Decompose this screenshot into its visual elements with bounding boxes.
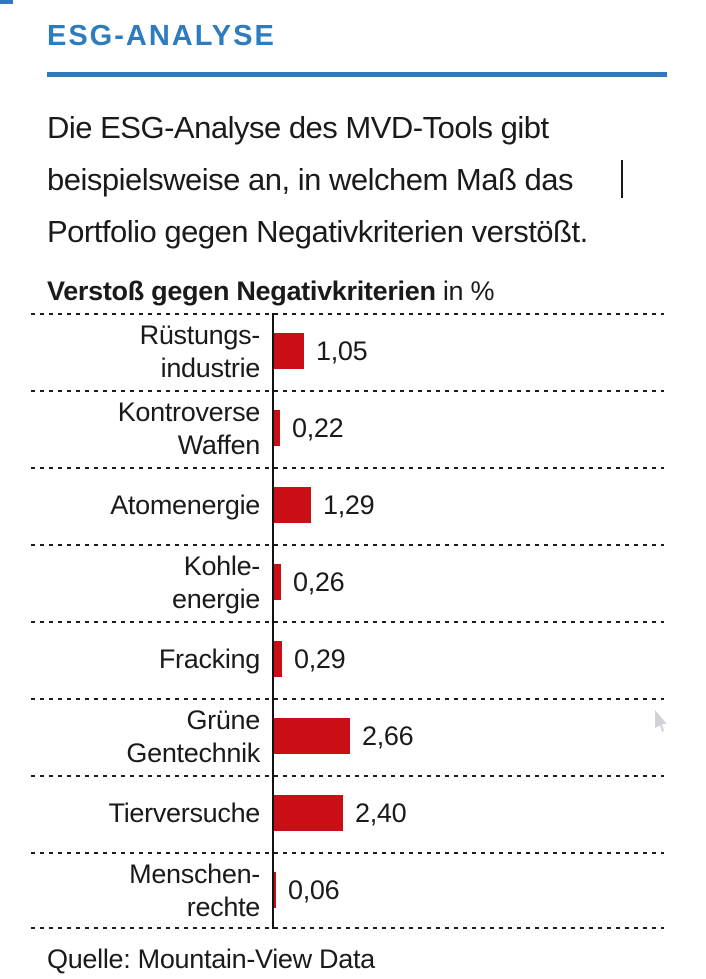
bar <box>274 333 304 369</box>
bar <box>274 718 350 754</box>
chart-row: Rüstungs-industrie 1,05 <box>31 313 664 390</box>
top-left-blue-mark <box>0 0 13 4</box>
row-separator <box>31 698 664 700</box>
row-separator <box>31 927 664 929</box>
value-label: 0,29 <box>294 644 346 674</box>
chart-row: Grüne Gentechnik 2,66 <box>31 698 664 775</box>
intro-line: Die ESG-Analyse des MVD-Tools gibt <box>47 110 549 145</box>
category-label: Atomenergie <box>110 490 260 520</box>
chart-row: Kohle-energie 0,26 <box>31 544 664 621</box>
source-note: Quelle: Mountain-View Data <box>47 944 375 974</box>
bar <box>274 872 276 908</box>
intro-paragraph: Die ESG-Analyse des MVD-Tools gibt beisp… <box>47 102 677 258</box>
value-label: 1,05 <box>316 336 368 366</box>
row-separator <box>31 852 664 854</box>
category-label: Rüstungs-industrie <box>139 319 261 383</box>
section-heading: ESG-ANALYSE <box>47 20 276 52</box>
category-label: Kontroverse Waffen <box>117 396 261 460</box>
chart-title-unit: in % <box>435 276 495 306</box>
mouse-cursor-icon <box>655 710 667 732</box>
heading-rule <box>47 72 667 77</box>
value-label: 2,40 <box>355 798 407 828</box>
value-label: 1,29 <box>323 490 375 520</box>
bar <box>274 564 281 600</box>
bar <box>274 410 280 446</box>
category-label: Fracking <box>158 644 260 674</box>
row-separator <box>31 390 664 392</box>
category-label: Tierversuche <box>108 798 261 828</box>
value-label: 0,06 <box>288 875 340 905</box>
intro-line: Portfolio gegen Negativkriterien verstöß… <box>47 214 588 249</box>
chart-row: Tierversuche 2,40 <box>31 775 664 852</box>
value-label: 2,66 <box>362 721 414 751</box>
category-label: Menschen-rechte <box>129 858 260 922</box>
chart-row: Kontroverse Waffen 0,22 <box>31 390 664 467</box>
row-separator <box>31 775 664 777</box>
row-separator <box>31 313 664 315</box>
value-label: 0,22 <box>292 413 344 443</box>
category-label: Kohle-energie <box>172 550 260 614</box>
chart-row: Menschen-rechte 0,06 <box>31 852 664 929</box>
row-separator <box>31 621 664 623</box>
text-caret <box>621 160 623 198</box>
value-label: 0,26 <box>293 567 345 597</box>
bar <box>274 795 343 831</box>
category-label: Grüne Gentechnik <box>126 704 260 768</box>
bar <box>274 487 311 523</box>
bar <box>274 641 282 677</box>
intro-line: beispielsweise an, in welchem Maß das <box>47 162 573 197</box>
chart-title: Verstoß gegen Negativkriterien in % <box>47 276 494 307</box>
chart-row: Atomenergie 1,29 <box>31 467 664 544</box>
bar-chart: Rüstungs-industrie 1,05 Kontroverse Waffen 0… <box>31 313 664 929</box>
chart-row: Fracking 0,29 <box>31 621 664 698</box>
row-separator <box>31 544 664 546</box>
row-separator <box>31 467 664 469</box>
chart-title-bold: Verstoß gegen Negativkriterien <box>47 276 436 306</box>
